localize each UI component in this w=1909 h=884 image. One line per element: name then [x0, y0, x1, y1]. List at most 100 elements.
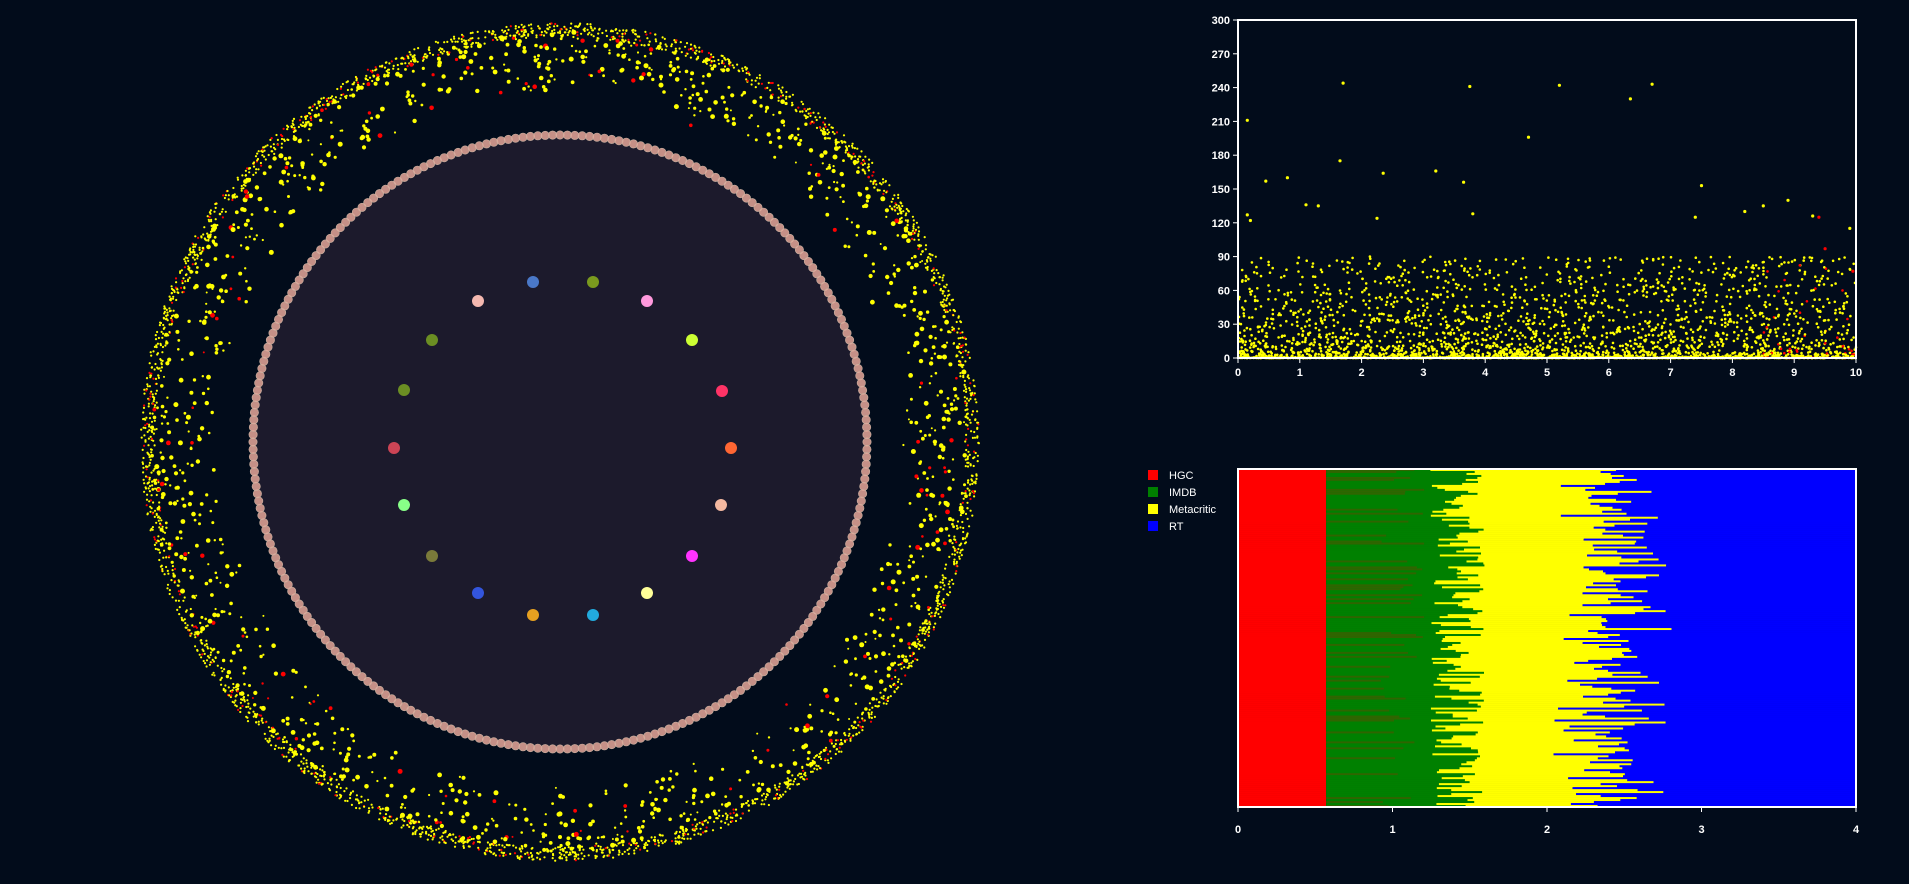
outer-ring-point: [699, 827, 702, 830]
outer-ring-point: [691, 823, 694, 826]
outer-ring-point: [698, 821, 701, 824]
outer-ring-point: [972, 394, 975, 397]
outer-ring-point: [795, 110, 798, 113]
outer-ring-point: [151, 430, 154, 434]
outer-ring-point: [580, 32, 583, 35]
outer-ring-point: [280, 137, 284, 141]
outer-ring-point: [606, 846, 609, 849]
outer-ring-point: [857, 191, 861, 195]
outer-ring-point: [504, 853, 507, 857]
outer-ring-point: [771, 93, 774, 96]
outer-ring-point: [187, 259, 190, 262]
outer-ring-point: [847, 734, 850, 737]
outer-ring-point: [725, 67, 730, 72]
outer-ring-point: [695, 827, 698, 830]
outer-ring-point: [214, 656, 217, 660]
outer-ring-point: [963, 383, 966, 386]
outer-ring-point: [623, 32, 626, 35]
outer-ring-point: [943, 466, 946, 470]
outer-ring-point: [362, 82, 365, 85]
outer-ring-point: [206, 244, 211, 250]
outer-ring-point: [621, 852, 624, 856]
outer-ring-point: [968, 389, 972, 392]
outer-ring-point: [150, 451, 153, 454]
outer-ring-point: [236, 644, 241, 648]
outer-ring-point: [918, 523, 924, 529]
outer-ring-point: [270, 734, 273, 737]
outer-ring-point: [153, 444, 156, 447]
outer-ring-point: [689, 47, 693, 50]
outer-ring-point: [254, 714, 258, 717]
outer-ring-point: [189, 250, 192, 254]
outer-ring-point: [261, 238, 264, 242]
outer-ring-point: [205, 625, 208, 628]
outer-ring-point: [242, 672, 246, 675]
outer-ring-point: [912, 232, 915, 235]
outer-ring-point: [796, 783, 799, 786]
outer-ring-point: [519, 855, 522, 858]
outer-ring-point: [900, 305, 904, 309]
outer-ring-point: [824, 125, 827, 128]
outer-ring-point: [933, 352, 937, 355]
outer-ring-point: [942, 354, 947, 360]
outer-ring-point: [934, 325, 937, 328]
outer-ring-point: [437, 827, 440, 830]
outer-ring-point: [951, 328, 954, 332]
outer-ring-point: [152, 350, 155, 353]
outer-ring-point: [829, 711, 832, 714]
outer-ring-point: [559, 857, 562, 860]
outer-ring-point: [320, 97, 323, 100]
outer-ring-point: [721, 767, 725, 771]
outer-ring-point: [365, 128, 371, 134]
outer-ring-point: [961, 350, 965, 353]
outer-ring-point: [444, 794, 448, 798]
outer-ring-point: [158, 526, 161, 529]
outer-ring-point: [224, 289, 228, 294]
outer-ring-point: [201, 320, 207, 325]
outer-ring-point: [513, 852, 517, 855]
outer-ring-point: [890, 677, 894, 680]
outer-ring-point: [221, 658, 226, 663]
outer-ring-point: [768, 140, 773, 144]
outer-ring-point: [400, 826, 403, 829]
outer-ring-point: [229, 571, 235, 577]
outer-ring-point: [873, 654, 879, 659]
outer-ring-point: [322, 162, 327, 167]
outer-ring-point: [952, 327, 956, 330]
outer-ring-point: [961, 356, 964, 359]
outer-ring-point: [193, 258, 196, 261]
outer-ring-point: [199, 319, 202, 323]
outer-ring-point: [947, 594, 950, 597]
outer-ring-point: [435, 828, 438, 832]
outer-ring-point: [173, 471, 179, 476]
outer-ring-point: [967, 399, 971, 402]
outer-ring-point: [612, 79, 615, 83]
outer-ring-point: [192, 378, 197, 382]
outer-ring-point: [778, 782, 781, 785]
outer-ring-point: [633, 849, 636, 852]
outer-ring-point: [542, 847, 547, 852]
outer-ring-point: [557, 31, 560, 34]
outer-ring-point: [668, 64, 673, 68]
outer-ring-point: [310, 772, 313, 775]
outer-ring-point: [214, 218, 217, 221]
outer-ring-point: [428, 52, 432, 55]
outer-ring-point: [831, 168, 836, 174]
outer-ring-point: [537, 54, 540, 58]
outer-ring-point: [895, 687, 898, 690]
outer-ring-point: [855, 732, 858, 736]
outer-ring-point: [230, 227, 236, 233]
outer-ring-point: [652, 839, 656, 842]
outer-ring: [140, 22, 981, 862]
outer-ring-point: [263, 149, 266, 152]
outer-ring-point: [974, 418, 977, 422]
outer-ring-point: [964, 492, 967, 495]
outer-ring-point: [961, 369, 967, 375]
outer-ring-point: [593, 27, 596, 30]
outer-ring-point: [599, 845, 602, 848]
outer-ring-point: [523, 25, 526, 28]
outer-ring-point: [182, 599, 185, 602]
outer-ring-point: [164, 483, 167, 486]
outer-ring-point: [543, 822, 547, 827]
outer-ring-point: [932, 276, 935, 279]
